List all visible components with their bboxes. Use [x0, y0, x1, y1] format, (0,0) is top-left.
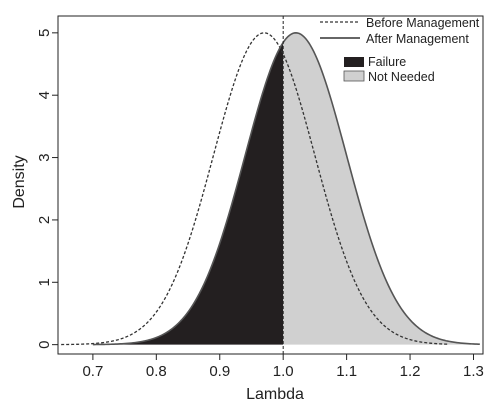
x-tick-label: 1.3: [463, 363, 484, 380]
legend-label-before: Before Management: [366, 16, 480, 30]
x-tick-label: 1.1: [336, 363, 357, 380]
legend-label-after: After Management: [366, 32, 469, 46]
y-tick-label: 4: [36, 91, 53, 99]
x-tick-label: 1.0: [273, 363, 294, 380]
x-tick-label: 0.7: [82, 363, 103, 380]
x-tick-label: 0.9: [209, 363, 230, 380]
y-tick-label: 2: [36, 216, 53, 224]
curves-layer: [61, 32, 480, 346]
region-failure: [92, 42, 284, 345]
x-axis-title: Lambda: [246, 386, 304, 403]
plot-frame: [57, 15, 484, 355]
region-not-needed: [283, 32, 480, 345]
y-axis: 0 1 2 3 4 5: [36, 29, 58, 349]
y-tick-label: 5: [36, 29, 53, 37]
legend-label-failure: Failure: [368, 55, 406, 69]
y-tick-label: 1: [36, 278, 53, 286]
x-tick-label: 1.2: [400, 363, 421, 380]
x-tick-label: 0.8: [146, 363, 167, 380]
y-tick-label: 3: [36, 153, 53, 161]
legend-swatch-failure: [344, 57, 364, 67]
legend-swatch-not-needed: [343, 70, 365, 82]
y-tick-label: 0: [36, 340, 53, 348]
legend-label-not-needed: Not Needed: [368, 70, 435, 84]
series-before-management: [61, 32, 449, 346]
y-axis-title: Density: [11, 155, 28, 208]
legend: Before Management After Management Failu…: [320, 16, 480, 84]
series-after-management: [92, 32, 480, 346]
regions-layer: [92, 32, 480, 345]
x-axis: 0.7 0.8 0.9 1.0 1.1 1.2 1.3: [82, 354, 484, 380]
